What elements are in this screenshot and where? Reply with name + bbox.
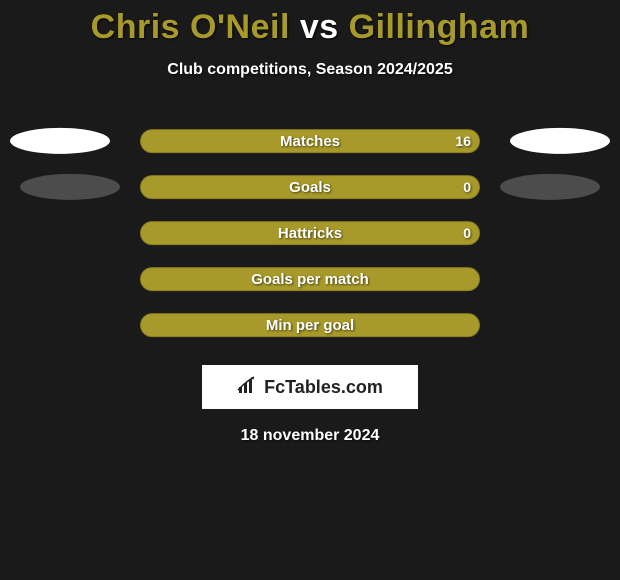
row-goals-per-match: Goals per match <box>0 259 620 305</box>
stat-label: Min per goal <box>266 317 354 334</box>
row-matches: Matches 16 <box>0 121 620 167</box>
stat-value: 16 <box>455 133 471 149</box>
ellipse-left-icon <box>20 174 120 200</box>
ellipse-left-icon <box>10 128 110 154</box>
bar-chart-icon <box>237 375 259 400</box>
stats-rows: Matches 16 Goals 0 Hattricks 0 Goals per… <box>0 121 620 351</box>
stat-bar: Hattricks 0 <box>140 221 480 245</box>
row-min-per-goal: Min per goal <box>0 305 620 351</box>
brand-text: FcTables.com <box>264 377 383 398</box>
date: 18 november 2024 <box>0 427 620 445</box>
title-vs: vs <box>300 8 339 46</box>
row-goals: Goals 0 <box>0 167 620 213</box>
subtitle: Club competitions, Season 2024/2025 <box>0 61 620 79</box>
brand-box[interactable]: FcTables.com <box>202 365 418 409</box>
stat-bar: Goals per match <box>140 267 480 291</box>
stat-value: 0 <box>463 179 471 195</box>
title-player: Chris O'Neil <box>91 8 290 46</box>
stat-bar: Min per goal <box>140 313 480 337</box>
stat-label: Hattricks <box>278 225 342 242</box>
ellipse-right-icon <box>500 174 600 200</box>
stat-label: Goals per match <box>251 271 369 288</box>
page-title: Chris O'Neil vs Gillingham <box>0 0 620 47</box>
row-hattricks: Hattricks 0 <box>0 213 620 259</box>
stat-label: Matches <box>280 133 340 150</box>
stat-bar: Matches 16 <box>140 129 480 153</box>
stat-label: Goals <box>289 179 331 196</box>
title-opponent: Gillingham <box>349 8 530 46</box>
ellipse-right-icon <box>510 128 610 154</box>
stat-value: 0 <box>463 225 471 241</box>
stat-bar: Goals 0 <box>140 175 480 199</box>
